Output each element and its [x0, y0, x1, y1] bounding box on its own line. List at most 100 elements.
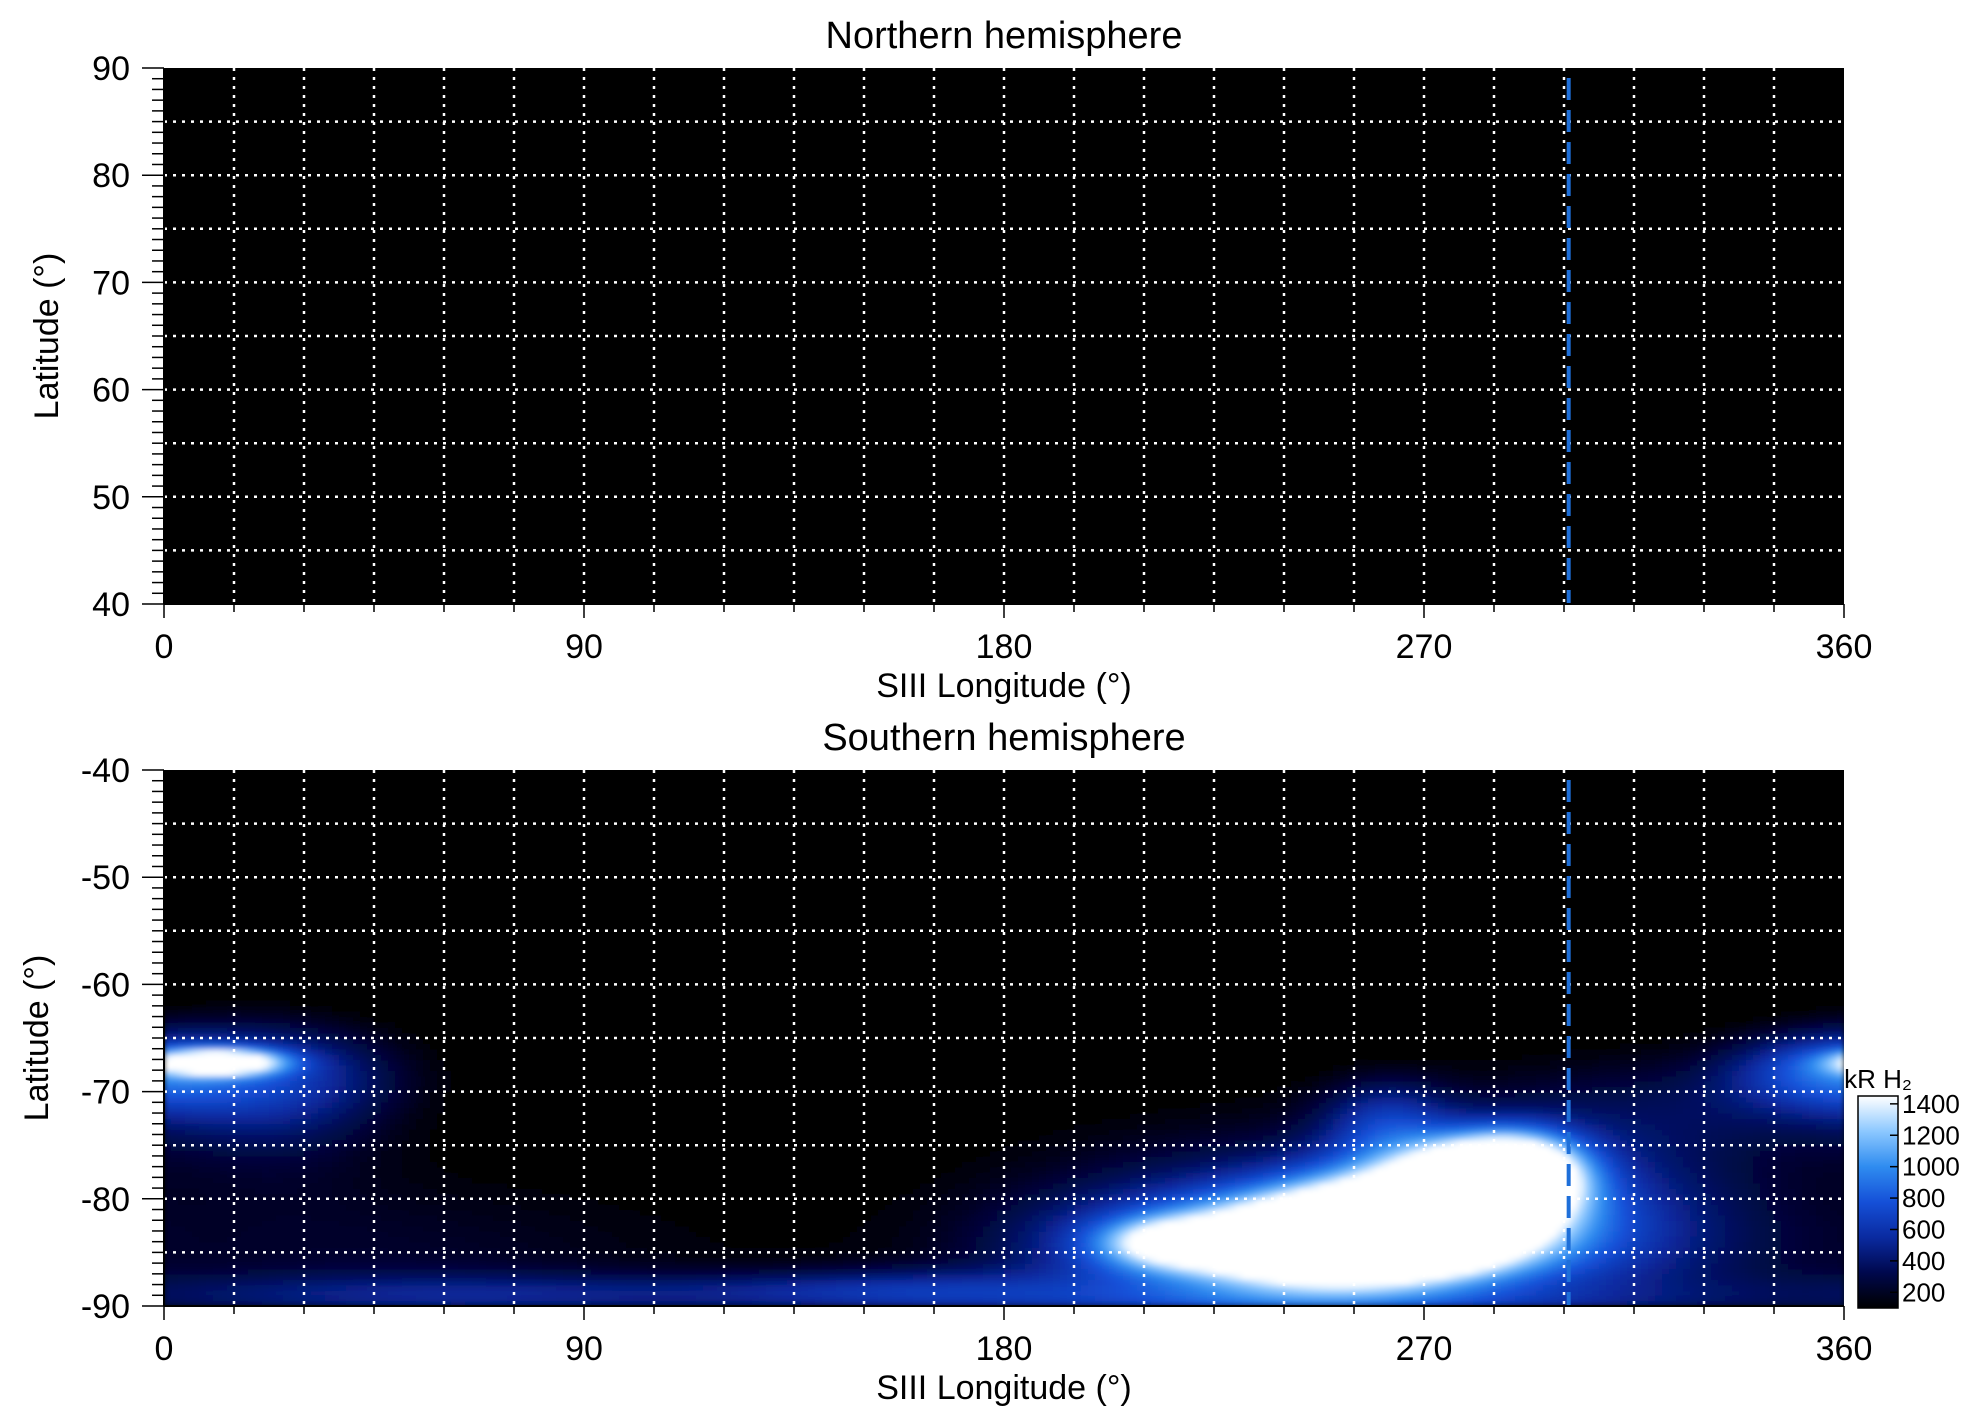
heatmap-cell [990, 1225, 998, 1232]
heatmap-cell [640, 1279, 648, 1286]
heatmap-cell [605, 1257, 613, 1264]
heatmap-cell [724, 1263, 732, 1270]
heatmap-cell [206, 1225, 214, 1232]
heatmap-cell [297, 1032, 305, 1039]
heatmap-cell [346, 1214, 354, 1221]
heatmap-cell [388, 1075, 396, 1082]
heatmap-cell [381, 1225, 389, 1232]
heatmap-cell [969, 1193, 977, 1200]
heatmap-cell [808, 1257, 816, 1264]
heatmap-cell [1053, 1123, 1061, 1130]
heatmap-cell [199, 1193, 207, 1200]
heatmap-cell [479, 1236, 487, 1243]
heatmap-cell [647, 1225, 655, 1232]
heatmap-cell [745, 1284, 753, 1291]
heatmap-cell [605, 1214, 613, 1221]
heatmap-cell [388, 1295, 396, 1302]
heatmap-cell [304, 1102, 312, 1109]
heatmap-cell [955, 1166, 963, 1173]
heatmap-cell [346, 1032, 354, 1039]
heatmap-cell [430, 1048, 438, 1055]
heatmap-cell [1179, 1182, 1187, 1189]
heatmap-cell [1060, 1198, 1068, 1205]
heatmap-cell [395, 1166, 403, 1173]
heatmap-cell [1137, 1177, 1145, 1184]
heatmap-cell [409, 1091, 417, 1098]
heatmap-cell [185, 1139, 193, 1146]
heatmap-cell [976, 1198, 984, 1205]
heatmap-cell [857, 1252, 865, 1259]
heatmap-cell [1032, 1145, 1040, 1152]
heatmap-cell [878, 1198, 886, 1205]
heatmap-cell [668, 1263, 676, 1270]
heatmap-cell [360, 1139, 368, 1146]
heatmap-cell [794, 1295, 802, 1302]
heatmap-cell [213, 1113, 221, 1119]
heatmap-cell [479, 1263, 487, 1270]
heatmap-cell [458, 1279, 466, 1286]
heatmap-cell [395, 1155, 403, 1162]
heatmap-cell [927, 1300, 935, 1306]
heatmap-cell [1193, 1198, 1201, 1205]
heatmap-cell [962, 1204, 970, 1211]
heatmap-cell [1137, 1182, 1145, 1189]
heatmap-cell [521, 1289, 529, 1296]
heatmap-cell [276, 1021, 284, 1028]
heatmap-cell [360, 1177, 368, 1184]
heatmap-cell [185, 1021, 193, 1028]
heatmap-cell [528, 1252, 536, 1259]
heatmap-cell [416, 1182, 424, 1189]
heatmap-cell [745, 1289, 753, 1296]
heatmap-cell [325, 1043, 333, 1050]
heatmap-cell [857, 1230, 865, 1237]
heatmap-cell [633, 1300, 641, 1306]
heatmap-cell [339, 1064, 347, 1071]
heatmap-cell [549, 1263, 557, 1270]
heatmap-cell [1025, 1209, 1033, 1216]
heatmap-cell [423, 1273, 431, 1280]
heatmap-cell [1067, 1300, 1075, 1306]
heatmap-cell [199, 1284, 207, 1291]
heatmap-cell [255, 1070, 263, 1077]
heatmap-cell [689, 1268, 697, 1275]
heatmap-cell [997, 1145, 1005, 1152]
heatmap-cell [395, 1059, 403, 1066]
heatmap-cell [185, 1102, 193, 1109]
heatmap-cell [843, 1236, 851, 1243]
heatmap-cell [276, 1048, 284, 1055]
heatmap-cell [416, 1214, 424, 1221]
heatmap-cell [318, 1064, 326, 1071]
heatmap-cell [1018, 1279, 1026, 1286]
heatmap-cell [948, 1214, 956, 1221]
heatmap-cell [332, 1102, 340, 1109]
heatmap-cell [1067, 1295, 1075, 1302]
heatmap-cell [563, 1193, 571, 1200]
heatmap-cell [584, 1193, 592, 1200]
heatmap-cell [549, 1252, 557, 1259]
heatmap-cell [444, 1177, 452, 1184]
heatmap-cell [535, 1300, 543, 1306]
heatmap-cell [626, 1204, 634, 1211]
heatmap-cell [976, 1209, 984, 1216]
heatmap-cell [1095, 1113, 1103, 1119]
heatmap-cell [395, 1225, 403, 1232]
heatmap-cell [437, 1096, 445, 1103]
heatmap-cell [920, 1172, 928, 1178]
heatmap-cell [549, 1268, 557, 1275]
heatmap-cell [269, 1166, 277, 1173]
heatmap-cell [1053, 1134, 1061, 1141]
heatmap-cell [178, 1247, 186, 1253]
heatmap-cell [206, 1204, 214, 1211]
heatmap-cell [717, 1225, 725, 1232]
heatmap-cell [1186, 1263, 1194, 1270]
heatmap-cell [255, 1166, 263, 1173]
heatmap-cell [1130, 1220, 1138, 1227]
heatmap-cell [983, 1241, 991, 1248]
heatmap-cell [857, 1257, 865, 1264]
heatmap-cell [1011, 1241, 1019, 1248]
heatmap-cell [311, 1182, 319, 1189]
heatmap-cell [1053, 1214, 1061, 1221]
heatmap-cell [269, 1236, 277, 1243]
heatmap-cell [1046, 1139, 1054, 1146]
heatmap-cell [304, 1150, 312, 1157]
